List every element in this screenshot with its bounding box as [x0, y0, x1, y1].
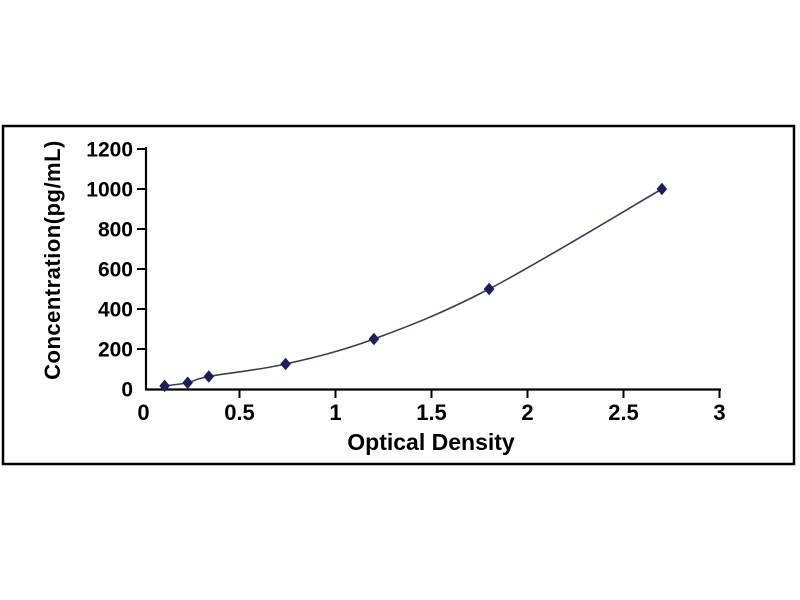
y-tick-label: 800	[98, 219, 133, 242]
y-tick-label: 400	[98, 299, 133, 322]
y-tick-label: 600	[98, 259, 133, 282]
y-tick-label: 1200	[86, 139, 133, 162]
y-tick-label: 1000	[86, 179, 133, 202]
data-point-marker	[280, 357, 291, 371]
y-axis-title: Concentration(pg/mL)	[40, 140, 65, 380]
x-tick-label: 1	[329, 400, 341, 425]
x-tick-label: 3	[713, 400, 725, 425]
data-point-marker	[203, 370, 215, 383]
plot-area: 0 200 400 600 800 1000 1200 0 0.5 1 1.5 2 2.5 3	[86, 139, 725, 426]
data-point-marker	[182, 376, 193, 390]
x-tick-label: 1.5	[416, 400, 447, 425]
data-point-marker	[368, 332, 380, 346]
x-tick-label: 2.5	[608, 400, 639, 425]
x-tick-label: 0	[137, 400, 149, 425]
data-point-marker	[656, 182, 668, 196]
data-point-marker	[159, 379, 170, 393]
x-tick-label: 0.5	[224, 400, 255, 425]
y-tick-label: 200	[98, 339, 133, 362]
x-axis-title: Optical Density	[347, 429, 515, 455]
y-tick-label: 0	[121, 379, 133, 402]
x-tick-label: 2	[521, 400, 533, 425]
data-point-marker	[483, 282, 495, 296]
chart-panel-border	[1, 124, 796, 466]
